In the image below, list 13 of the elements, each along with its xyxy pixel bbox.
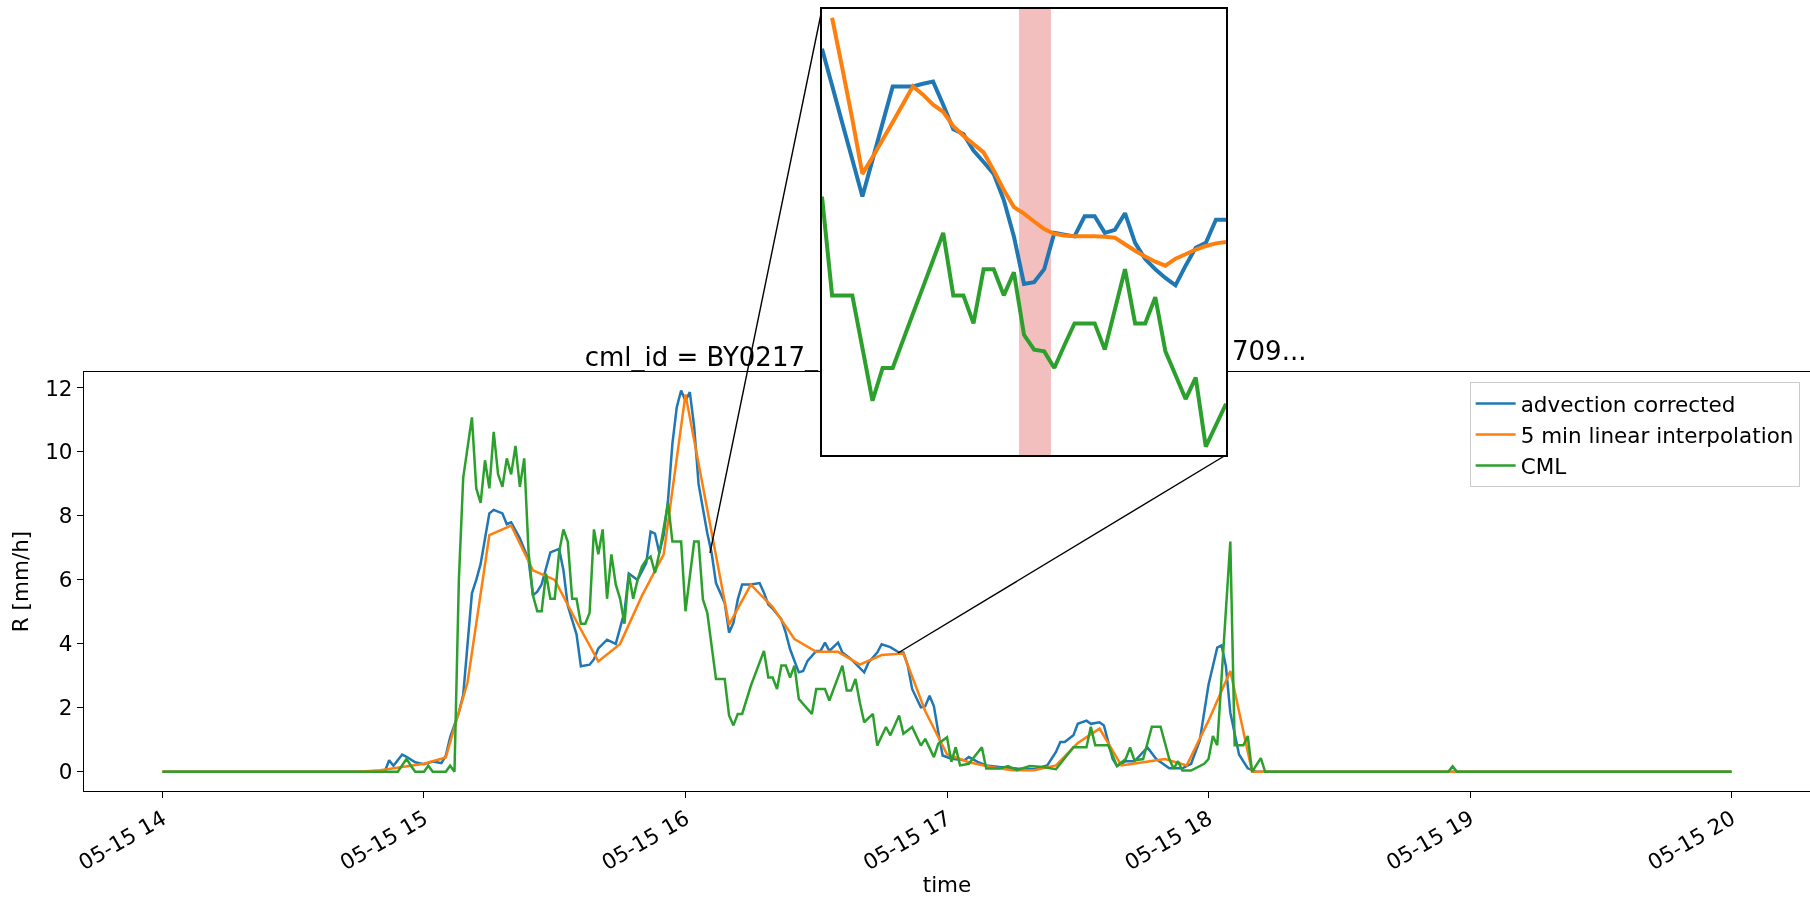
y-tick-label: 10 xyxy=(45,439,73,465)
x-axis-title: time xyxy=(922,872,972,897)
text: 709... xyxy=(1232,336,1307,366)
legend-label: CML xyxy=(1520,453,1567,479)
y-tick-label: 2 xyxy=(58,695,73,721)
y-tick-label: 0 xyxy=(58,759,73,785)
y-tick-label: 12 xyxy=(45,375,73,401)
legend-label: 5 min linear interpolation xyxy=(1520,422,1794,448)
y-tick-label: 8 xyxy=(58,503,73,529)
y-tick-label: 6 xyxy=(58,567,73,593)
y-tick-label: 4 xyxy=(58,631,73,657)
y-axis-title: R [mm/h] xyxy=(8,530,34,633)
legend-label: advection corrected xyxy=(1520,391,1736,417)
